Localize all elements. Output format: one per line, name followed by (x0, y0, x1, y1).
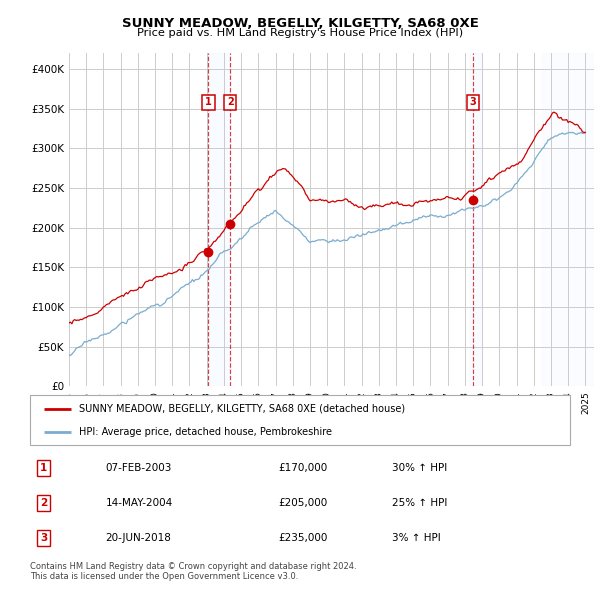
Bar (542, 53, 594, 386)
Text: 14-MAY-2004: 14-MAY-2004 (106, 498, 173, 508)
Text: 1: 1 (205, 97, 212, 107)
Text: SUNNY MEADOW, BEGELLY, KILGETTY, SA68 0XE (detached house): SUNNY MEADOW, BEGELLY, KILGETTY, SA68 0X… (79, 404, 405, 414)
Text: 25% ↑ HPI: 25% ↑ HPI (392, 498, 447, 508)
Bar (208, 53, 230, 386)
Text: £235,000: £235,000 (278, 533, 328, 543)
Text: 20-JUN-2018: 20-JUN-2018 (106, 533, 172, 543)
FancyBboxPatch shape (30, 395, 570, 445)
Text: 1: 1 (40, 463, 47, 473)
Bar (470, 53, 482, 386)
Text: Contains HM Land Registry data © Crown copyright and database right 2024.: Contains HM Land Registry data © Crown c… (30, 562, 356, 571)
Text: 2: 2 (227, 97, 233, 107)
Text: Price paid vs. HM Land Registry's House Price Index (HPI): Price paid vs. HM Land Registry's House … (137, 28, 463, 38)
Text: This data is licensed under the Open Government Licence v3.0.: This data is licensed under the Open Gov… (30, 572, 298, 581)
Text: HPI: Average price, detached house, Pembrokeshire: HPI: Average price, detached house, Pemb… (79, 427, 332, 437)
Text: 3: 3 (40, 533, 47, 543)
Text: 3% ↑ HPI: 3% ↑ HPI (392, 533, 440, 543)
Text: 2: 2 (40, 498, 47, 508)
Text: SUNNY MEADOW, BEGELLY, KILGETTY, SA68 0XE: SUNNY MEADOW, BEGELLY, KILGETTY, SA68 0X… (122, 17, 478, 30)
Text: 07-FEB-2003: 07-FEB-2003 (106, 463, 172, 473)
Text: 30% ↑ HPI: 30% ↑ HPI (392, 463, 447, 473)
Text: £170,000: £170,000 (278, 463, 328, 473)
Text: £205,000: £205,000 (278, 498, 328, 508)
Text: 3: 3 (469, 97, 476, 107)
